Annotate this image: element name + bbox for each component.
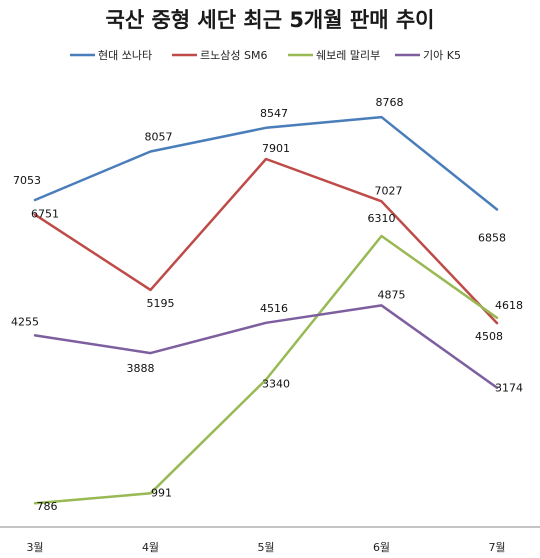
legend-label: 기아 K5 [423, 49, 461, 62]
data-label: 8547 [260, 107, 288, 120]
data-label: 4255 [11, 315, 39, 328]
x-tick-label: 6월 [373, 541, 390, 554]
data-label: 4508 [475, 330, 503, 343]
data-label: 3888 [127, 362, 155, 375]
data-label: 786 [37, 500, 58, 513]
legend-item: 르노삼성 SM6 [172, 49, 267, 62]
series-line [33, 115, 499, 211]
x-tick-label: 7월 [488, 541, 505, 554]
series-line [33, 304, 499, 389]
data-label: 4875 [378, 288, 406, 301]
series-line [33, 234, 499, 505]
data-label: 6751 [31, 208, 59, 221]
series-lines [33, 115, 499, 505]
x-tick-label: 4월 [142, 541, 159, 554]
legend-label: 현대 쏘나타 [98, 49, 152, 62]
series-line [33, 157, 499, 325]
legend-item: 현대 쏘나타 [70, 49, 152, 62]
x-axis-ticks: 3월 4월 5월 6월 7월 [26, 541, 505, 554]
data-label: 4516 [260, 302, 288, 315]
data-label: 6310 [368, 212, 396, 225]
data-label: 7027 [375, 184, 403, 197]
data-label: 3340 [262, 378, 290, 391]
legend-label: 쉐보레 말리부 [316, 49, 380, 62]
legend: 현대 쏘나타 르노삼성 SM6 쉐보레 말리부 기아 K5 [70, 49, 461, 62]
x-tick-label: 3월 [26, 541, 43, 554]
legend-label: 르노삼성 SM6 [200, 49, 267, 62]
data-label: 4618 [495, 299, 523, 312]
data-label: 6858 [478, 232, 506, 245]
chart-title: 국산 중형 세단 최근 5개월 판매 추이 [106, 8, 435, 32]
data-label: 8768 [376, 96, 404, 109]
x-tick-label: 5월 [257, 541, 274, 554]
legend-item: 쉐보레 말리부 [288, 49, 380, 62]
data-label: 8057 [145, 131, 173, 144]
data-labels: 7053 8057 8547 8768 6858 6751 5195 7901 7027 4508… [11, 96, 523, 513]
data-label: 7053 [13, 174, 41, 187]
data-label: 7901 [262, 142, 290, 155]
data-label: 5195 [147, 297, 175, 310]
data-label: 3174 [495, 382, 523, 395]
data-label: 991 [151, 486, 172, 499]
legend-item: 기아 K5 [395, 49, 461, 62]
